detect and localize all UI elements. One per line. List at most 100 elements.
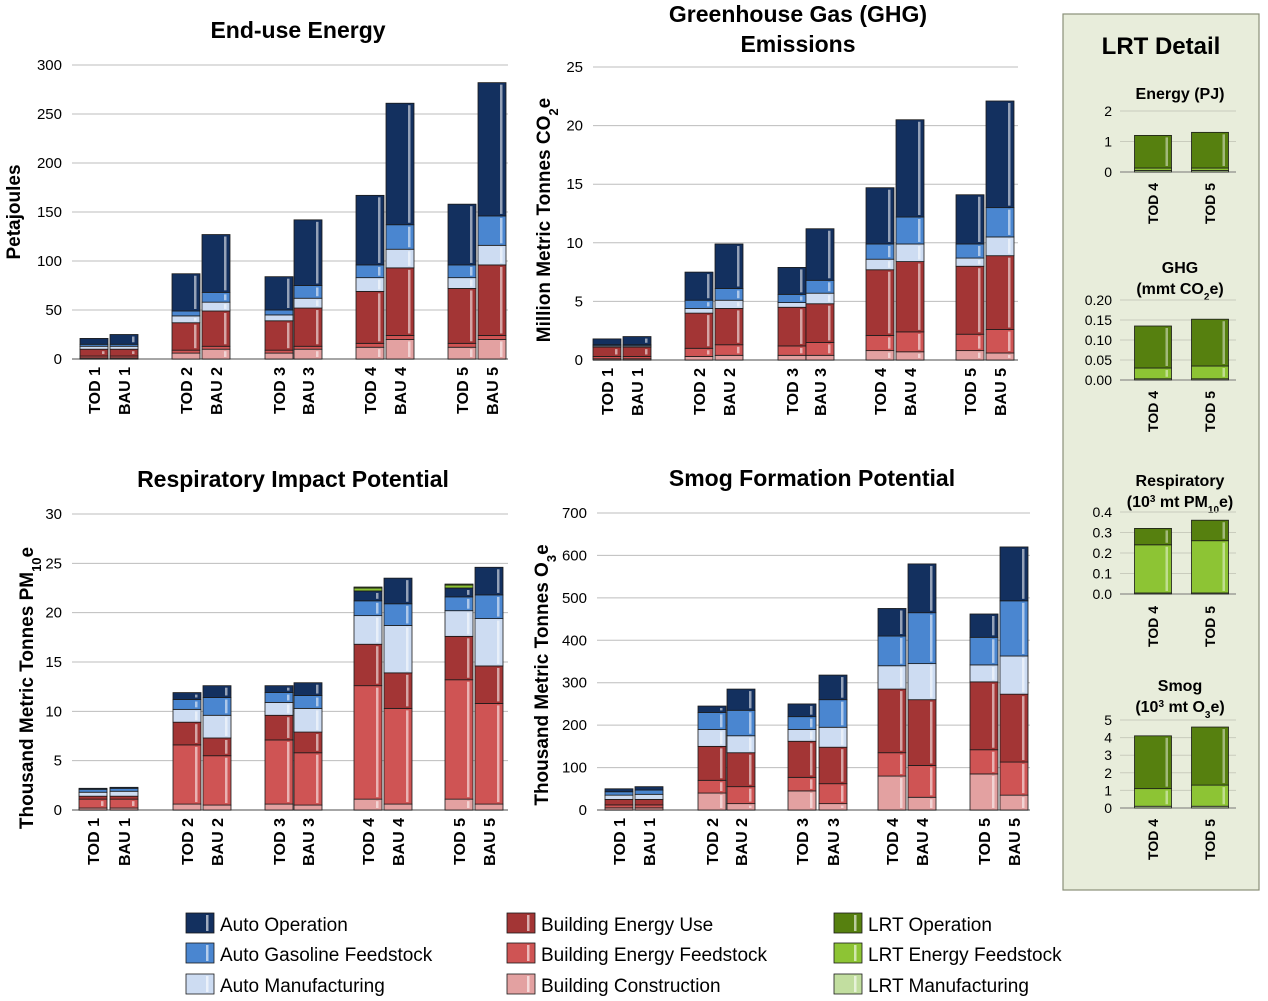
- lrt-y-tick-label: 0: [1104, 800, 1112, 816]
- x-tick-label: BAU 3: [826, 818, 843, 866]
- x-tick-label: BAU 2: [209, 367, 226, 415]
- lrt-bar-highlight: [1165, 328, 1168, 366]
- legend-swatch-highlight: [527, 915, 530, 931]
- bar-highlight: [408, 269, 411, 334]
- lrt-subtitle-subscript: 3: [1205, 710, 1211, 721]
- y-axis-label-text: Thousand Metric Tonnes O: [532, 562, 553, 806]
- x-tick-label: BAU 4: [915, 818, 932, 866]
- legend-item-lrt-mfg: LRT Manufacturing: [833, 973, 1029, 997]
- bar-highlight: [497, 705, 500, 803]
- legend-swatch-highlight: [527, 945, 530, 961]
- bar-segment-auto-gas: [604, 791, 634, 796]
- x-tick-label: TOD 3: [272, 818, 289, 865]
- bar-highlight: [888, 261, 891, 268]
- bar-highlight: [497, 620, 500, 664]
- legend-item-auto-gas: Auto Gasoline Feedstock: [185, 942, 433, 966]
- bar-highlight: [287, 717, 290, 738]
- bar-segment-bldg-feed: [385, 335, 415, 340]
- bar-segment-bldg-use: [78, 795, 108, 800]
- bar-highlight: [500, 266, 503, 334]
- legend-swatch-highlight: [206, 915, 209, 931]
- bar-highlight: [316, 697, 319, 707]
- y-tick-label: 20: [566, 118, 583, 135]
- lrt-subtitle-suffix: e): [1210, 699, 1224, 716]
- bar-highlight: [316, 684, 319, 694]
- lrt-y-tick-label: 0.1: [1093, 566, 1113, 582]
- bar-highlight: [978, 260, 981, 265]
- lrt-panel-title: LRT Detail: [1102, 33, 1221, 60]
- lrt-x-tick-label: TOD 4: [1145, 183, 1161, 224]
- y-tick-label: 5: [575, 293, 583, 310]
- legend-item-auto-op: Auto Operation: [185, 912, 348, 936]
- bar-highlight: [918, 219, 921, 242]
- lrt-bar-highlight: [1165, 546, 1168, 591]
- chart-smog: Smog Formation Potential 0 100 200 300 400 500…: [532, 465, 1030, 866]
- lrt-y-tick-label: 2: [1104, 765, 1112, 781]
- x-tick-label: TOD 4: [361, 818, 378, 865]
- bar-highlight: [841, 677, 844, 698]
- lrt-bar-segment-lrt-op: [1134, 134, 1172, 169]
- lrt-bar-highlight: [1222, 542, 1225, 591]
- y-axis-label-subscript: 3: [544, 555, 559, 562]
- bar-highlight: [195, 694, 198, 698]
- legend-item-auto-mfg: Auto Manufacturing: [185, 973, 385, 997]
- lrt-y-tick-label: 0.10: [1085, 332, 1112, 348]
- y-tick-label: 20: [45, 605, 62, 622]
- chart-ghg: Greenhouse Gas (GHG) Emissions 0 5 10 15 20 25 M…: [534, 1, 1018, 416]
- legend-item-lrt-feed: LRT Energy Feedstock: [833, 942, 1062, 966]
- bar-highlight: [900, 667, 903, 688]
- lrt-x-tick-label: TOD 4: [1145, 606, 1161, 647]
- y-tick-label: 25: [45, 555, 62, 572]
- legend-swatch: [185, 973, 215, 995]
- bar-highlight: [800, 309, 803, 344]
- y-axis-label-text: Petajoules: [4, 164, 25, 259]
- lrt-y-tick-label: 0.4: [1093, 504, 1113, 520]
- lrt-chart-lrt_energy: Energy (PJ) 0 1 2 TOD 4 TOD 5: [1104, 86, 1236, 224]
- legend-swatch-highlight: [527, 976, 530, 992]
- x-tick-label: TOD 1: [86, 818, 103, 865]
- bar-segment-auto-mfg: [264, 314, 294, 322]
- lrt-y-tick-label: 0.05: [1085, 352, 1112, 368]
- x-tick-label: BAU 2: [734, 818, 751, 866]
- y-tick-label: 15: [45, 654, 62, 671]
- lrt-subtitle-subscript: 2: [1204, 292, 1210, 303]
- y-axis-label: Thousand Metric Tonnes O3e: [532, 544, 559, 805]
- bar-highlight: [749, 788, 752, 802]
- bar-highlight: [749, 691, 752, 709]
- bar-highlight: [841, 701, 844, 726]
- bar-highlight: [132, 801, 135, 807]
- y-axis-label-suffix: e: [534, 98, 555, 109]
- lrt-subtitle-text: (10: [1127, 494, 1150, 511]
- bar-segment-bldg-con: [264, 803, 294, 811]
- bar-highlight: [224, 236, 227, 291]
- bar-highlight: [500, 247, 503, 263]
- y-axis-label-subscript: 2: [546, 108, 561, 115]
- bar-segment-bldg-feed: [634, 804, 664, 809]
- bar-highlight: [992, 639, 995, 663]
- chart-title: End-use Energy: [210, 17, 385, 43]
- bar-highlight: [900, 778, 903, 808]
- bar-segment-bldg-feed: [171, 349, 201, 354]
- bar-segment-auto-gas: [634, 789, 664, 795]
- lrt-bar-segment-lrt-op: [1191, 519, 1229, 542]
- legend-label: Auto Operation: [220, 915, 348, 936]
- legend-label: LRT Manufacturing: [868, 976, 1029, 997]
- x-tick-label: TOD 5: [977, 818, 994, 865]
- legend-item-bldg-con: Building Construction: [506, 973, 721, 997]
- legend-label: Building Energy Feedstock: [541, 945, 768, 966]
- x-tick-label: BAU 5: [485, 367, 502, 415]
- lrt-bar-highlight: [1165, 737, 1168, 787]
- bar-highlight: [1022, 657, 1025, 693]
- bar-highlight: [800, 347, 803, 354]
- x-tick-label: BAU 2: [210, 818, 227, 866]
- y-tick-label: 50: [45, 302, 62, 319]
- x-tick-label: BAU 4: [391, 818, 408, 866]
- bar-segment-auto-op: [79, 338, 109, 345]
- lrt-bar-segment-lrt-op: [1191, 131, 1229, 169]
- bar-highlight: [497, 667, 500, 702]
- bar-segment-auto-gas: [78, 788, 108, 793]
- bar-segment-auto-op: [78, 787, 108, 790]
- bar-highlight: [749, 754, 752, 785]
- bar-highlight: [225, 757, 228, 804]
